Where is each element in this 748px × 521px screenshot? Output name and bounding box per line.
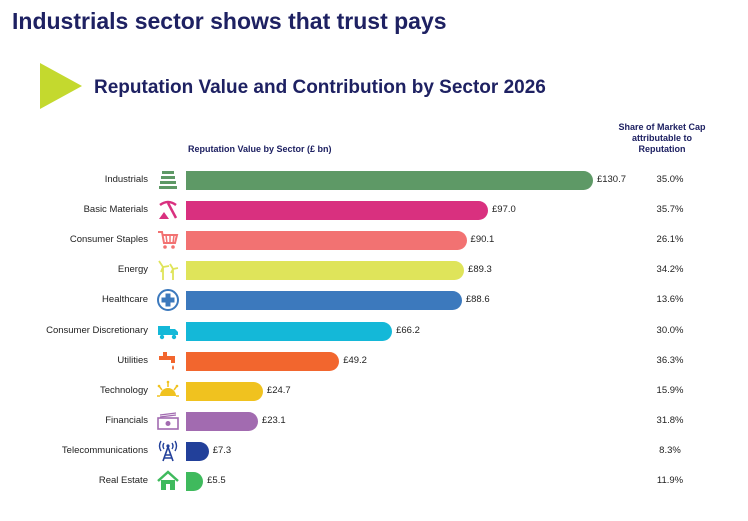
banknote-icon [156, 409, 180, 433]
chart-title: Reputation Value and Contribution by Sec… [94, 77, 546, 98]
bar [186, 472, 204, 491]
bar [186, 411, 258, 431]
bar [186, 231, 467, 251]
share-label: 34.2% [656, 264, 684, 276]
value-label: £23.1 [261, 414, 286, 426]
bar [186, 171, 593, 190]
shopping-cart-icon [156, 228, 180, 252]
bar [186, 321, 393, 341]
share-label: 35.0% [656, 174, 684, 185]
category-label: Real Estate [98, 475, 148, 486]
bar [186, 441, 209, 461]
share-label: 15.9% [656, 384, 684, 396]
wind-turbine-icon [156, 258, 180, 282]
category-label: Utilities [117, 354, 148, 366]
category-label: Financials [105, 414, 148, 426]
category-label: Technology [99, 384, 148, 396]
share-label: 36.3% [656, 354, 684, 366]
category-label: Energy [117, 264, 148, 276]
share-label: 30.0% [656, 324, 684, 336]
page-title: Industrials sector shows that trust pays [12, 8, 447, 34]
category-label: Telecommunications [61, 444, 148, 456]
category-label: Consumer Discretionary [46, 324, 148, 336]
share-column-header: Share of Market Cap attributable to Repu… [618, 122, 706, 154]
value-label: £90.1 [470, 234, 495, 246]
share-label: 35.7% [656, 204, 684, 216]
value-label: £5.5 [207, 475, 226, 486]
factory-icon [156, 168, 180, 192]
share-label: 13.6% [656, 294, 684, 306]
pickaxe-icon [156, 198, 180, 222]
house-icon [156, 469, 180, 493]
share-label: 11.9% [656, 475, 684, 486]
category-label: Industrials [104, 174, 148, 185]
category-label: Consumer Staples [69, 234, 148, 246]
water-tap-icon [156, 349, 180, 373]
value-label: £130.7 [596, 174, 626, 185]
share-label: 8.3% [659, 444, 681, 456]
value-column-header: Reputation Value by Sector (£ bn) [188, 144, 332, 154]
bar [186, 261, 465, 281]
medical-cross-icon [156, 288, 180, 312]
value-label: £89.3 [468, 264, 492, 276]
title-arrow-icon [40, 63, 82, 109]
bar [186, 201, 489, 221]
value-label: £97.0 [492, 204, 516, 216]
radio-tower-icon [156, 439, 180, 463]
value-label: £66.2 [396, 324, 420, 336]
value-label: £49.2 [343, 354, 367, 366]
share-label: 31.8% [656, 414, 684, 426]
category-label: Basic Materials [83, 204, 148, 216]
category-label: Healthcare [102, 294, 148, 306]
value-label: £88.6 [465, 294, 490, 306]
sun-circuit-icon [156, 379, 180, 403]
bar [186, 351, 340, 371]
bar [186, 381, 263, 401]
value-label: £24.7 [266, 384, 291, 396]
delivery-truck-icon [156, 319, 180, 343]
share-label: 26.1% [656, 234, 684, 246]
value-label: £7.3 [212, 444, 232, 456]
bar [186, 291, 462, 311]
